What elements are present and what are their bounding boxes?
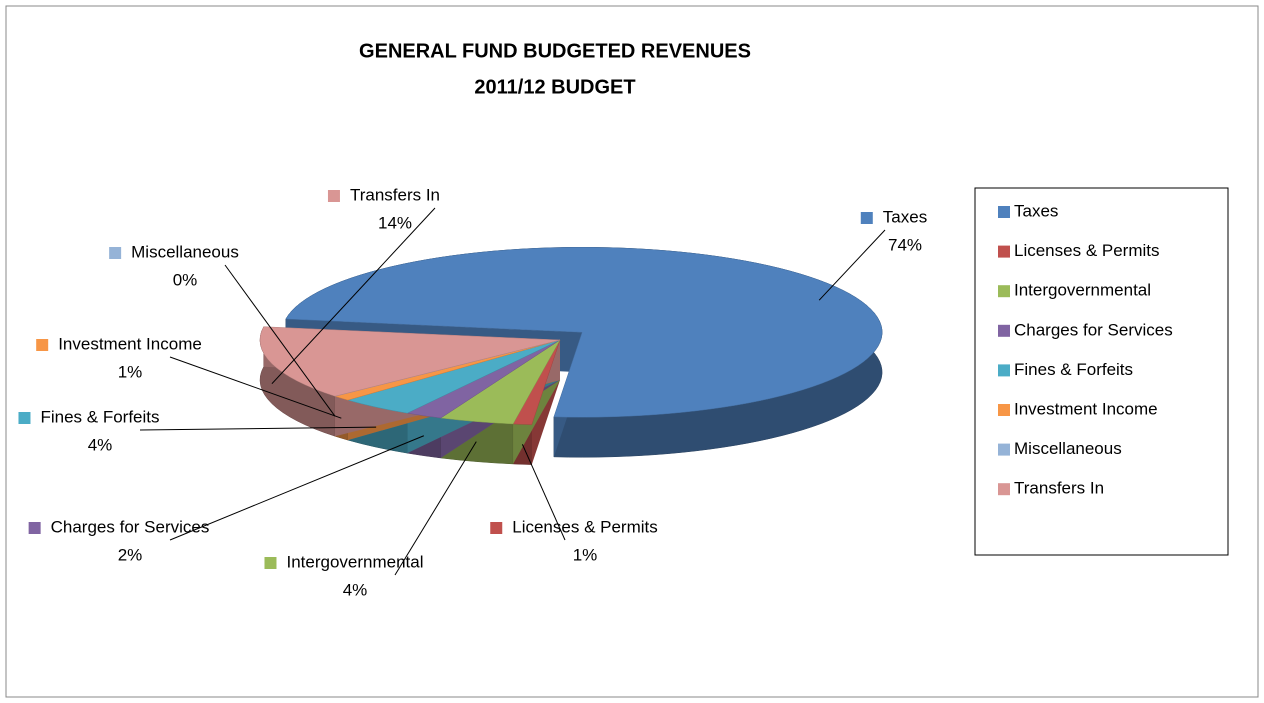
legend-label: Miscellaneous xyxy=(1014,439,1122,458)
legend-label: Intergovernmental xyxy=(1014,281,1151,300)
label-swatch xyxy=(109,247,122,259)
legend-swatch xyxy=(998,364,1010,377)
data-label-name: Miscellaneous xyxy=(131,242,239,261)
legend-swatch xyxy=(998,285,1010,298)
data-label-name: Licenses & Permits xyxy=(512,517,658,536)
slice xyxy=(259,326,561,397)
data-label-value: 1% xyxy=(118,362,143,381)
data-label-value: 0% xyxy=(173,270,198,289)
legend-label: Investment Income xyxy=(1014,399,1158,418)
data-label-name: Fines & Forfeits xyxy=(40,407,159,426)
legend-label: Transfers In xyxy=(1014,479,1104,498)
label-swatch xyxy=(18,412,31,424)
leader-line xyxy=(271,207,436,385)
legend-swatch xyxy=(998,324,1010,337)
slice xyxy=(285,247,883,418)
legend-label: Fines & Forfeits xyxy=(1014,360,1133,379)
legend-swatch xyxy=(998,245,1010,258)
data-label-name: Intergovernmental xyxy=(286,552,423,571)
label-swatch xyxy=(327,190,340,202)
label-swatch xyxy=(860,212,873,224)
data-label-name: Investment Income xyxy=(58,334,202,353)
legend-label: Charges for Services xyxy=(1014,320,1173,339)
data-label-name: Charges for Services xyxy=(51,517,210,536)
legend-swatch xyxy=(998,443,1010,456)
data-label-name: Taxes xyxy=(883,207,927,226)
data-label-value: 14% xyxy=(378,213,412,232)
chart-title: GENERAL FUND BUDGETED REVENUES xyxy=(359,40,751,62)
legend-swatch xyxy=(998,483,1010,496)
chart-subtitle: 2011/12 BUDGET xyxy=(474,76,635,98)
legend-label: Licenses & Permits xyxy=(1014,241,1160,260)
data-label-value: 4% xyxy=(343,580,368,599)
data-label-value: 2% xyxy=(118,545,143,564)
data-label-value: 74% xyxy=(888,235,922,254)
legend-swatch xyxy=(998,404,1010,416)
leader-line xyxy=(139,426,377,431)
label-swatch xyxy=(28,522,41,534)
label-swatch xyxy=(264,557,277,569)
leader-line xyxy=(818,229,886,301)
data-label-value: 4% xyxy=(88,435,113,454)
leader-line xyxy=(224,264,336,417)
data-label-name: Transfers In xyxy=(350,185,440,204)
legend-label: Taxes xyxy=(1014,201,1058,220)
leader-line xyxy=(169,356,342,419)
leader-line xyxy=(521,444,566,541)
label-swatch xyxy=(36,339,49,351)
data-label-value: 1% xyxy=(573,545,598,564)
legend-box xyxy=(974,187,1229,556)
leader-line xyxy=(394,441,477,576)
leader-line xyxy=(169,435,424,541)
legend-swatch xyxy=(998,206,1010,218)
label-swatch xyxy=(490,522,503,534)
